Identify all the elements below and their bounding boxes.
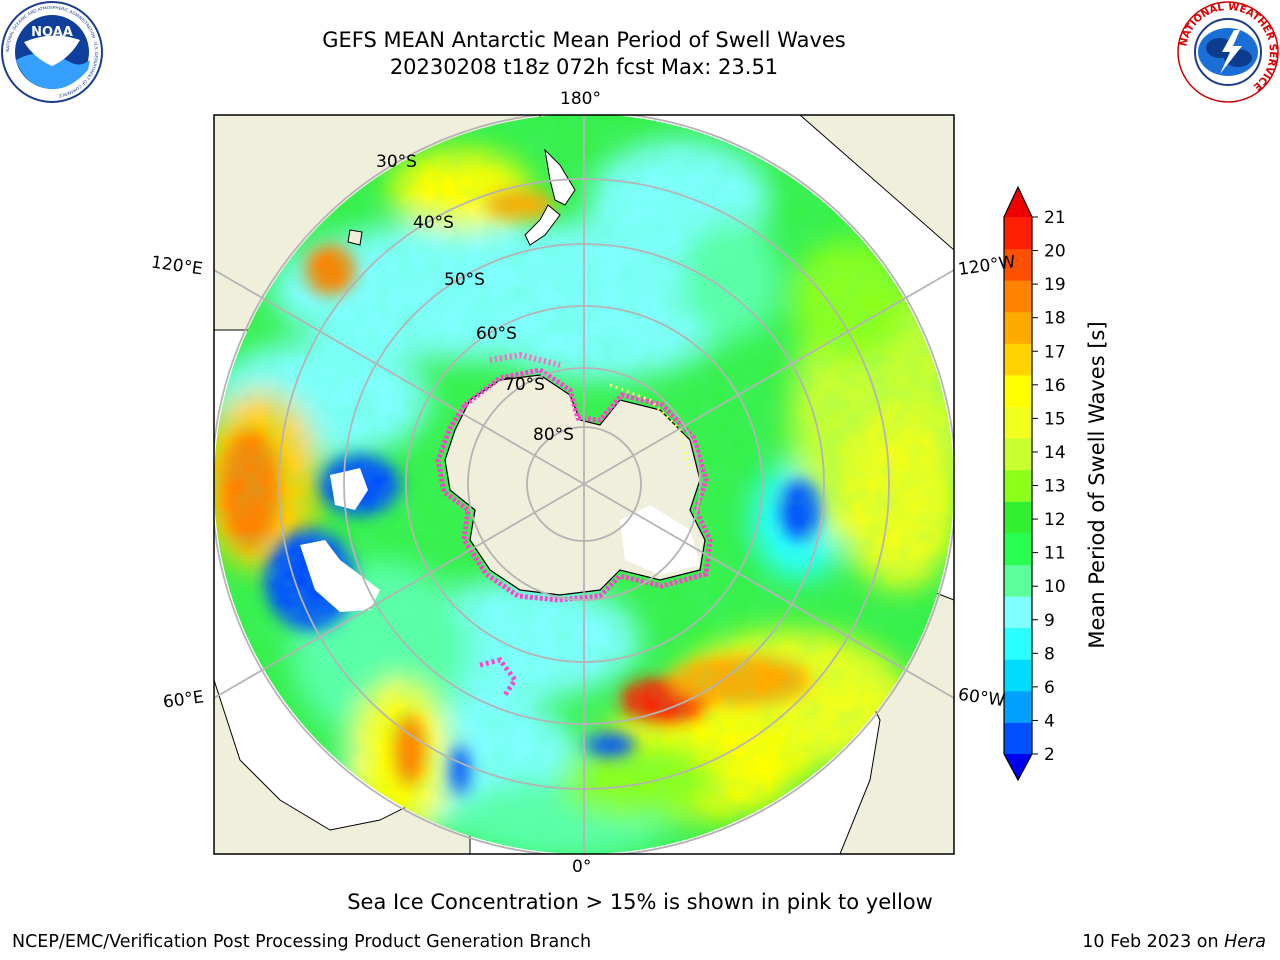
colorbar: 2 4 6 8 9 10 11 12 13 14 15 16 17 18 19 20 21 — [1003, 185, 1066, 782]
colorbar-tick-label: 21 — [1044, 208, 1066, 228]
colorbar-segment — [1004, 311, 1032, 344]
colorbar-segment — [1004, 722, 1032, 755]
colorbar-tick-label: 20 — [1044, 242, 1066, 262]
lat-label-40s: 40°S — [413, 213, 454, 233]
nws-logo: NATIONAL WEATHER SERVICE — [1177, 1, 1279, 103]
colorbar-tick-label: 6 — [1044, 678, 1055, 698]
lon-label-180: 180° — [560, 89, 601, 109]
colorbar-under-arrow — [1004, 754, 1032, 780]
lat-label-70s: 70°S — [504, 375, 545, 395]
colorbar-segment — [1004, 343, 1032, 376]
lat-label-50s: 50°S — [444, 270, 485, 290]
colorbar-label: Mean Period of Swell Waves [s] — [1085, 321, 1109, 649]
colorbar-segment — [1004, 217, 1032, 250]
colorbar-tick-label: 9 — [1044, 611, 1055, 631]
colorbar-segment — [1004, 374, 1032, 408]
colorbar-tick-label: 2 — [1044, 745, 1055, 765]
colorbar-segment — [1004, 280, 1032, 313]
graticule — [214, 115, 954, 854]
colorbar-tick-label: 18 — [1044, 309, 1066, 329]
chart-subtitle: 20230208 t18z 072h fcst Max: 23.51 — [389, 55, 779, 79]
colorbar-tick-label: 14 — [1044, 443, 1066, 463]
noaa-logo: NOAA NATIONAL OCEANIC AND ATMOSPHERIC AD… — [1, 1, 103, 103]
colorbar-tick-label: 10 — [1044, 577, 1066, 597]
lat-label-30s: 30°S — [376, 152, 417, 172]
lat-label-80s: 80°S — [533, 425, 574, 445]
chart-title: GEFS MEAN Antarctic Mean Period of Swell… — [322, 28, 846, 52]
noaa-logo-text: NOAA — [31, 25, 73, 40]
colorbar-segment — [1004, 469, 1032, 502]
colorbar-segment — [1004, 532, 1032, 565]
colorbar-segment — [1004, 248, 1032, 281]
colorbar-tick-label: 16 — [1044, 376, 1066, 396]
map-frame — [213, 114, 955, 855]
date-line: 10 Feb 2023 on Hera — [1082, 932, 1266, 952]
sea-ice-note: Sea Ice Concentration > 15% is shown in … — [347, 890, 933, 914]
date-text: 10 Feb 2023 on — [1082, 932, 1225, 952]
lat-label-60s: 60°S — [476, 324, 517, 344]
credit-line: NCEP/EMC/Verification Post Processing Pr… — [12, 932, 592, 952]
colorbar-segment — [1004, 438, 1032, 471]
colorbar-segment — [1004, 596, 1032, 629]
colorbar-tick-label: 8 — [1044, 644, 1055, 664]
colorbar-segment — [1004, 659, 1032, 692]
colorbar-tick-label: 17 — [1044, 342, 1066, 362]
colorbar-tick-label: 15 — [1044, 409, 1066, 429]
colorbar-tick-label: 19 — [1044, 275, 1066, 295]
date-host: Hera — [1224, 932, 1266, 952]
colorbar-tick-label: 13 — [1044, 477, 1066, 497]
colorbar-segment — [1004, 564, 1032, 597]
colorbar-segment — [1004, 690, 1032, 723]
colorbar-tick-label: 11 — [1044, 544, 1066, 564]
colorbar-over-arrow — [1004, 187, 1032, 217]
colorbar-tick-label: 12 — [1044, 510, 1066, 530]
colorbar-segment — [1004, 627, 1032, 660]
lon-label-0: 0° — [572, 857, 592, 877]
colorbar-segment — [1004, 501, 1032, 534]
colorbar-tick-label: 4 — [1044, 711, 1055, 731]
colorbar-segment — [1004, 406, 1032, 439]
